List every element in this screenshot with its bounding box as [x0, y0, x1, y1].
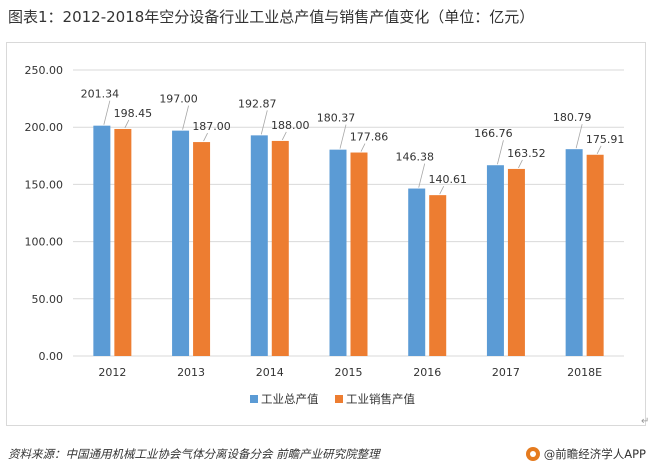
leader-line — [518, 159, 523, 169]
bar-sales-output — [350, 152, 368, 356]
return-icon: ↵ — [641, 416, 650, 427]
legend-label-total-output: 工业总产值 — [261, 392, 319, 406]
source-note: 资料来源：中国通用机械工业协会气体分离设备分会 前瞻产业研究院整理 — [8, 447, 380, 461]
data-label: 140.61 — [428, 173, 467, 186]
bar-total-output — [250, 135, 268, 356]
brand-label: @前瞻经济学人APP — [525, 446, 646, 462]
bar-sales-output — [114, 128, 132, 356]
leader-line — [103, 100, 111, 125]
bar-total-output — [486, 165, 504, 356]
x-tick-label: 2015 — [335, 366, 363, 379]
leader-line — [575, 124, 583, 149]
bar-sales-output — [586, 154, 604, 356]
leader-line — [418, 163, 426, 188]
data-labels: 201.34 198.45 197.00 187.00 192.87 188.00 180.… — [81, 88, 625, 195]
x-tick-label: 2012 — [98, 366, 126, 379]
bar-total-output — [565, 149, 583, 356]
x-tick-label: 2018E — [567, 366, 602, 379]
x-axis: 2012 2013 2014 2015 2016 2017 2018E — [98, 366, 602, 379]
bar-total-output — [329, 149, 347, 356]
data-label: 166.76 — [474, 127, 513, 140]
bar-total-output — [172, 130, 190, 356]
y-axis: 0.00 50.00 100.00 150.00 200.00 250.00 — [25, 64, 64, 363]
leader-line — [439, 185, 445, 195]
bars — [93, 125, 604, 356]
y-tick-label: 0.00 — [39, 350, 64, 363]
brand-logo-icon — [525, 447, 540, 461]
data-label: 198.45 — [114, 107, 153, 120]
data-label: 197.00 — [159, 93, 198, 106]
data-label: 192.87 — [238, 97, 277, 110]
chart-frame — [6, 42, 646, 426]
legend-swatch-total-output — [250, 395, 258, 403]
data-label: 201.34 — [81, 88, 120, 101]
chart-title: 图表1：2012-2018年空分设备行业工业总产值与销售产值变化（单位：亿元） — [8, 8, 535, 26]
leader-line — [281, 131, 287, 141]
y-tick-label: 100.00 — [25, 236, 64, 249]
data-label: 175.91 — [586, 133, 625, 146]
bar-total-output — [93, 125, 111, 356]
leader-line — [360, 143, 366, 152]
leader-line — [339, 124, 347, 149]
leader-line — [260, 110, 268, 135]
leader-line — [497, 140, 504, 165]
legend: 工业总产值 工业销售产值 — [250, 392, 415, 406]
brand-text: @前瞻经济学人APP — [543, 447, 646, 461]
bar-sales-output — [271, 140, 289, 356]
data-label: 188.00 — [271, 119, 310, 132]
y-tick-label: 200.00 — [25, 121, 64, 134]
x-tick-label: 2013 — [177, 366, 205, 379]
data-label: 163.52 — [507, 147, 546, 160]
bar-total-output — [408, 188, 426, 356]
bar-sales-output — [429, 195, 447, 356]
y-tick-label: 250.00 — [25, 64, 64, 77]
leader-line — [203, 132, 208, 142]
x-tick-label: 2016 — [413, 366, 441, 379]
gridlines — [73, 69, 624, 357]
legend-label-sales-output: 工业销售产值 — [346, 392, 415, 406]
data-label: 180.37 — [317, 112, 356, 125]
data-label: 177.86 — [350, 131, 389, 144]
leader-line — [596, 145, 602, 154]
x-tick-label: 2017 — [492, 366, 520, 379]
bar-sales-output — [193, 142, 211, 356]
x-tick-label: 2014 — [256, 366, 284, 379]
leader-line — [124, 119, 130, 129]
y-tick-label: 50.00 — [32, 293, 64, 306]
legend-swatch-sales-output — [335, 395, 343, 403]
y-tick-label: 150.00 — [25, 178, 64, 191]
data-label: 146.38 — [395, 151, 434, 164]
data-label: 180.79 — [553, 111, 592, 124]
bar-sales-output — [507, 168, 525, 356]
leader-line — [182, 105, 189, 130]
data-label: 187.00 — [192, 120, 231, 133]
